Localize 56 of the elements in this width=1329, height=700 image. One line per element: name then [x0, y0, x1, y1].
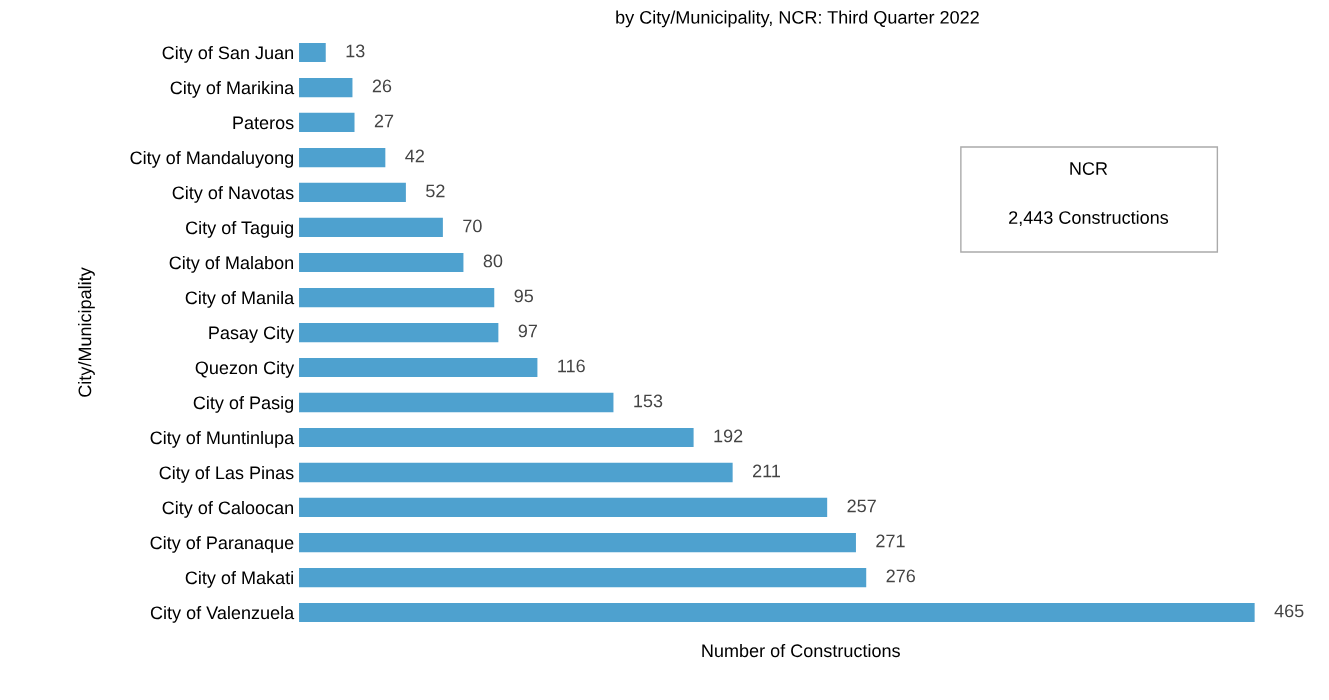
y-tick-label: City of Taguig [186, 220, 294, 238]
y-tick-label: Quezon City [195, 360, 295, 378]
data-label: 271 [876, 534, 905, 548]
y-tick-label: City of Caloocan [162, 500, 293, 518]
data-label: 192 [714, 429, 743, 443]
y-tick-label: City of Mandaluyong [130, 150, 294, 168]
bar [299, 287, 495, 308]
data-label: 52 [426, 184, 445, 198]
data-label: 26 [372, 79, 392, 93]
bar [299, 392, 614, 413]
data-label: 116 [558, 359, 585, 373]
y-tick-label: Pasay City [209, 325, 295, 343]
y-tick-label: City of Muntinlupa [150, 430, 295, 448]
x-axis-title: Number of Constructions [702, 643, 900, 658]
bar [299, 42, 326, 63]
data-label: 70 [463, 219, 482, 233]
annotation: NCR [1070, 162, 1108, 175]
bar [299, 182, 406, 203]
data-label: 465 [1274, 604, 1304, 618]
bar [299, 147, 386, 168]
data-label: 42 [405, 149, 424, 163]
annotation: 2,443 Constructions [1009, 210, 1169, 227]
bar [299, 602, 1255, 623]
y-tick-label: City of Marikina [170, 80, 295, 98]
bar [299, 112, 355, 133]
y-tick-label: City of San Juan [162, 45, 293, 63]
bar [299, 77, 353, 98]
data-label: 27 [374, 114, 394, 128]
data-label: 211 [753, 464, 780, 478]
bar [299, 252, 464, 273]
y-tick-label: Pateros [233, 116, 294, 130]
y-tick-label: City of Navotas [172, 185, 294, 203]
data-label: 97 [518, 324, 537, 338]
bar [299, 497, 828, 518]
bar [299, 217, 443, 238]
y-axis-title: City/Municipality [78, 267, 95, 397]
bar [299, 567, 867, 588]
bar [299, 322, 499, 343]
data-label: 153 [634, 394, 663, 408]
bar [299, 462, 733, 483]
chart-title: by City/Municipality, NCR: Third Quarter 2022 [616, 10, 979, 28]
bar [299, 357, 538, 378]
y-tick-label: City of Pasig [193, 395, 293, 413]
y-tick-label: City of Malabon [169, 255, 293, 273]
data-label: 95 [514, 289, 534, 303]
y-tick-label: City of Las Pinas [159, 465, 294, 483]
data-label: 257 [847, 499, 876, 513]
y-tick-label: City of Paranaque [150, 535, 294, 553]
y-tick-label: City of Manila [185, 290, 295, 308]
data-label: 80 [483, 254, 503, 268]
y-tick-label: City of Valenzuela [150, 605, 295, 623]
data-label: 276 [886, 569, 915, 583]
data-label: 13 [346, 44, 365, 58]
bar [299, 427, 694, 448]
bar [299, 532, 856, 553]
y-tick-label: City of Makati [185, 570, 293, 588]
